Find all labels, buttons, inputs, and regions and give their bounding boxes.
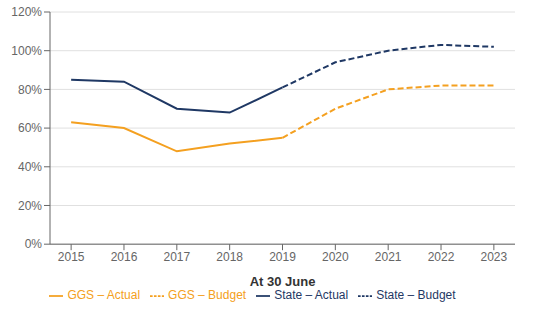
svg-text:2020: 2020: [322, 250, 349, 264]
svg-text:2023: 2023: [481, 250, 508, 264]
svg-text:60%: 60%: [18, 121, 42, 135]
svg-text:20%: 20%: [18, 199, 42, 213]
svg-text:At 30 June: At 30 June: [250, 274, 316, 289]
html-text:GGS – Actual: GGS – Actual: [67, 288, 141, 303]
svg-text:80%: 80%: [18, 83, 42, 97]
svg-text:100%: 100%: [11, 44, 42, 58]
svg-text:0%: 0%: [25, 237, 43, 251]
svg-text:120%: 120%: [11, 5, 42, 19]
svg-text:2016: 2016: [111, 250, 138, 264]
svg-text:40%: 40%: [18, 160, 42, 174]
html-text:State – Actual: State – Actual: [274, 288, 349, 303]
svg-text:2018: 2018: [216, 250, 243, 264]
svg-text:2015: 2015: [58, 250, 85, 264]
html-text:GGS – Budget: GGS – Budget: [168, 288, 247, 303]
svg-text:2019: 2019: [269, 250, 296, 264]
svg-text:2021: 2021: [375, 250, 402, 264]
html-text:State – Budget: State – Budget: [376, 288, 456, 303]
svg-text:2022: 2022: [428, 250, 455, 264]
svg-text:2017: 2017: [163, 250, 190, 264]
